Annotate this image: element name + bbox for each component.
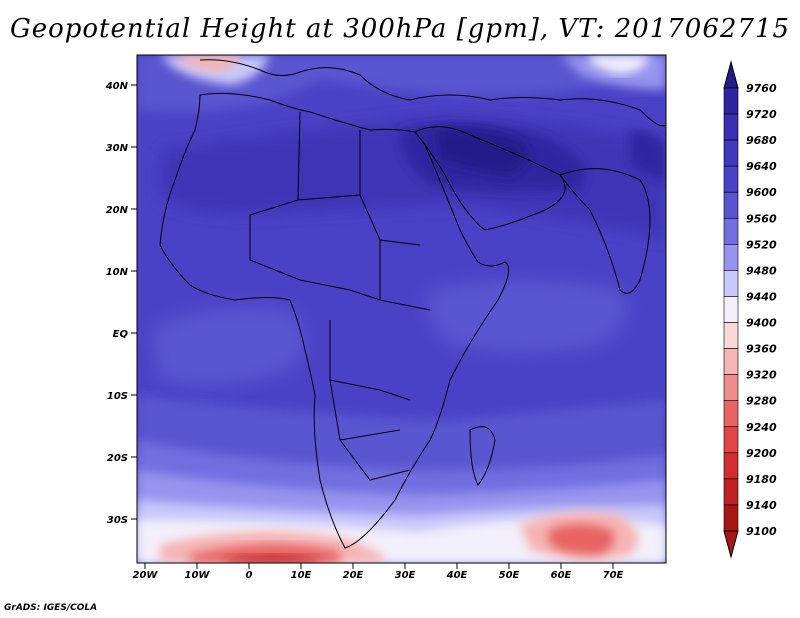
colorbar-swatch: [723, 191, 739, 219]
colorbar-bottom-arrow: [723, 530, 739, 559]
colorbar-label: 9360: [746, 343, 777, 356]
colorbar-swatch: [723, 113, 739, 141]
colorbar-swatch: [723, 374, 739, 402]
colorbar-swatch: [723, 270, 739, 297]
lon-label: 10E: [291, 570, 312, 581]
lat-label: EQ: [113, 329, 129, 340]
colorbar-label: 9680: [746, 134, 777, 147]
lon-label: 20W: [133, 570, 159, 581]
lon-label: 70E: [603, 570, 624, 581]
colorbar-swatch: [723, 400, 739, 428]
lat-label: 30N: [106, 143, 129, 154]
colorbar-label: 9320: [746, 369, 777, 382]
lon-axis: 20W 10W 0 10E 20E 30E 40E 50E 60E 70E: [133, 563, 624, 581]
lat-label: 20N: [106, 205, 129, 216]
lon-label: 30E: [395, 570, 416, 581]
colorbar-label: 9200: [746, 447, 777, 460]
lat-label: 30S: [107, 515, 128, 526]
colorbar-label: 9440: [746, 290, 777, 303]
colorbar-label: 9600: [746, 186, 777, 199]
lon-label: 50E: [499, 570, 520, 581]
colorbar-label: 9400: [746, 317, 777, 330]
lon-label: 0: [246, 570, 253, 581]
colorbar-swatch: [723, 478, 739, 506]
colorbar-label: 9140: [746, 499, 777, 512]
lat-label: 40N: [105, 81, 129, 92]
colorbar-label: 9480: [746, 264, 777, 277]
lat-axis: 40N 30N 20N 10N EQ 10S 20S 30S: [105, 81, 137, 526]
lon-label: 20E: [343, 570, 364, 581]
colorbar-top-arrow: [723, 60, 739, 89]
colorbar-swatch: [723, 217, 739, 245]
lat-label: 10N: [106, 267, 129, 278]
credit-label: GrADS: IGES/COLA: [4, 603, 98, 613]
colorbar-swatch: [723, 348, 739, 375]
colorbar-label: 9640: [746, 160, 777, 173]
colorbar-swatch: [723, 322, 739, 349]
colorbar-label: 9560: [746, 212, 777, 225]
colorbar-swatch: [723, 296, 739, 323]
coastlines: [159, 59, 666, 549]
colorbar-swatch: [723, 504, 739, 532]
colorbar-swatch: [723, 165, 739, 193]
plot-frame: [136, 54, 667, 564]
colorbar-swatch: [723, 452, 739, 480]
lat-label: 10S: [107, 391, 128, 402]
page-title: Geopotential Height at 300hPa [gpm], VT:…: [9, 14, 791, 44]
colorbar-label: 9720: [746, 108, 777, 121]
colorbar-label: 9100: [746, 525, 777, 538]
colorbar-swatch: [723, 87, 739, 115]
colorbar-swatch: [723, 426, 739, 454]
colorbar-label: 9240: [746, 421, 777, 434]
colorbar-swatch: [723, 244, 739, 271]
colorbar: 9760 9720 9680 9640 9600 9560 9520 9480 9440 9400…: [723, 60, 777, 559]
colorbar-label: 9180: [746, 473, 777, 486]
lon-label: 40E: [446, 570, 468, 581]
colorbar-label: 9520: [746, 238, 777, 251]
colorbar-label: 9280: [746, 395, 777, 408]
height-field: [137, 55, 666, 563]
colorbar-label: 9760: [746, 82, 777, 95]
lat-label: 20S: [107, 453, 128, 464]
lon-label: 10W: [185, 570, 211, 581]
colorbar-swatch: [723, 139, 739, 167]
lon-label: 60E: [551, 570, 572, 581]
